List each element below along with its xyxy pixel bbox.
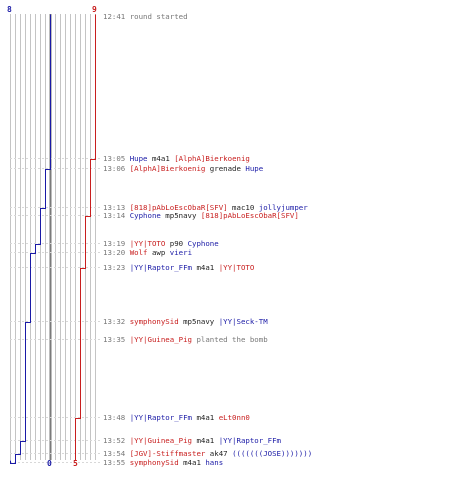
event-action: round started bbox=[129, 12, 188, 21]
event-row: 13:55 symphonySid m4a1 hans bbox=[103, 458, 223, 467]
event-row: 13:48 |YY|Raptor_FFm m4a1 eLt0nn0 bbox=[103, 413, 250, 422]
red-player-name: eLt0nn0 bbox=[218, 413, 250, 422]
blue-player-name: Cyphone bbox=[129, 211, 161, 220]
event-action: m4a1 bbox=[147, 154, 175, 163]
blue-player-name: (((((((JOSE))))))) bbox=[232, 449, 313, 458]
event-action: awp bbox=[147, 248, 170, 257]
event-time: 13:06 bbox=[103, 164, 126, 173]
event-time: 13:54 bbox=[103, 449, 126, 458]
event-action: ak47 bbox=[205, 449, 233, 458]
red-player-name: |YY|TOTO bbox=[218, 263, 255, 272]
red-player-name: |YY|TOTO bbox=[129, 239, 166, 248]
blue-player-name: jollyjumper bbox=[258, 203, 308, 212]
event-action: p90 bbox=[165, 239, 188, 248]
blue-player-name: |YY|Raptor_FFm bbox=[218, 436, 281, 445]
event-guide-lines bbox=[10, 158, 100, 463]
red-team-start-count: 9 bbox=[92, 5, 97, 14]
blue-player-name: Hupe bbox=[245, 164, 264, 173]
event-action: mac10 bbox=[227, 203, 259, 212]
blue-player-name: |YY|Raptor_FFm bbox=[129, 413, 192, 422]
red-player-name: symphonySid bbox=[129, 317, 179, 326]
event-time: 13:19 bbox=[103, 239, 126, 248]
event-action: m4a1 bbox=[192, 413, 219, 422]
event-time: 13:35 bbox=[103, 335, 126, 344]
event-time: 13:13 bbox=[103, 203, 126, 212]
blue-player-name: vieri bbox=[169, 248, 193, 257]
event-action: planted the bomb bbox=[192, 335, 268, 344]
red-team-end-count: 5 bbox=[73, 459, 78, 468]
event-row: 13:19 |YY|TOTO p90 Cyphone bbox=[103, 239, 219, 248]
event-row: 13:32 symphonySid mp5navy |YY|Seck-TM bbox=[103, 317, 268, 326]
event-action: grenade bbox=[205, 164, 246, 173]
event-action: m4a1 bbox=[192, 263, 219, 272]
event-action: mp5navy bbox=[160, 211, 201, 220]
event-row: 13:52 |YY|Guinea_Pig m4a1 |YY|Raptor_FFm bbox=[103, 436, 281, 445]
event-time: 13:20 bbox=[103, 248, 126, 257]
red-player-name: [JGV]-Stiffmaster bbox=[129, 449, 206, 458]
event-action: mp5navy bbox=[178, 317, 219, 326]
red-player-name: |YY|Guinea_Pig bbox=[129, 335, 192, 344]
event-row: 13:35 |YY|Guinea_Pig planted the bomb bbox=[103, 335, 268, 344]
red-player-name: Wolf bbox=[129, 248, 148, 257]
red-player-name: |YY|Guinea_Pig bbox=[129, 436, 192, 445]
event-time: 12:41 bbox=[103, 12, 126, 21]
blue-player-name: hans bbox=[205, 458, 224, 467]
event-row: 13:20 Wolf awp vieri bbox=[103, 248, 192, 257]
event-row: 13:54 [JGV]-Stiffmaster ak47 (((((((JOSE… bbox=[103, 449, 312, 458]
event-time: 13:32 bbox=[103, 317, 126, 326]
blue-player-name: Hupe bbox=[129, 154, 148, 163]
event-row: 13:06 [AlphA]Bierkoenig grenade Hupe bbox=[103, 164, 263, 173]
blue-team-alive-line bbox=[10, 14, 51, 464]
event-time: 13:55 bbox=[103, 458, 126, 467]
event-time: 13:48 bbox=[103, 413, 126, 422]
event-action: m4a1 bbox=[192, 436, 219, 445]
blue-team-start-count: 8 bbox=[7, 5, 12, 14]
red-player-name: [AlphA]Bierkoenig bbox=[174, 154, 250, 163]
red-player-name: [818]pAbLoEscObaR[SFV] bbox=[129, 203, 228, 212]
player-grid bbox=[10, 14, 96, 460]
blue-team-end-count: 0 bbox=[47, 459, 52, 468]
blue-player-name: |YY|Seck-TM bbox=[218, 317, 268, 326]
event-row: 12:41 round started bbox=[103, 12, 188, 21]
event-time: 13:14 bbox=[103, 211, 126, 220]
event-time: 13:05 bbox=[103, 154, 126, 163]
red-player-name: [818]pAbLoEscObaR[SFV] bbox=[200, 211, 299, 220]
event-row: 13:23 |YY|Raptor_FFm m4a1 |YY|TOTO bbox=[103, 263, 254, 272]
blue-player-name: |YY|Raptor_FFm bbox=[129, 263, 192, 272]
red-player-name: symphonySid bbox=[129, 458, 179, 467]
event-row: 13:05 Hupe m4a1 [AlphA]Bierkoenig bbox=[103, 154, 250, 163]
event-time: 13:52 bbox=[103, 436, 126, 445]
event-row: 13:13 [818]pAbLoEscObaR[SFV] mac10 jolly… bbox=[103, 203, 308, 212]
event-action: m4a1 bbox=[178, 458, 206, 467]
red-team-alive-line bbox=[75, 14, 96, 461]
red-player-name: [AlphA]Bierkoenig bbox=[129, 164, 206, 173]
event-time: 13:23 bbox=[103, 263, 126, 272]
blue-player-name: Cyphone bbox=[187, 239, 219, 248]
event-row: 13:14 Cyphone mp5navy [818]pAbLoEscObaR[… bbox=[103, 211, 299, 220]
